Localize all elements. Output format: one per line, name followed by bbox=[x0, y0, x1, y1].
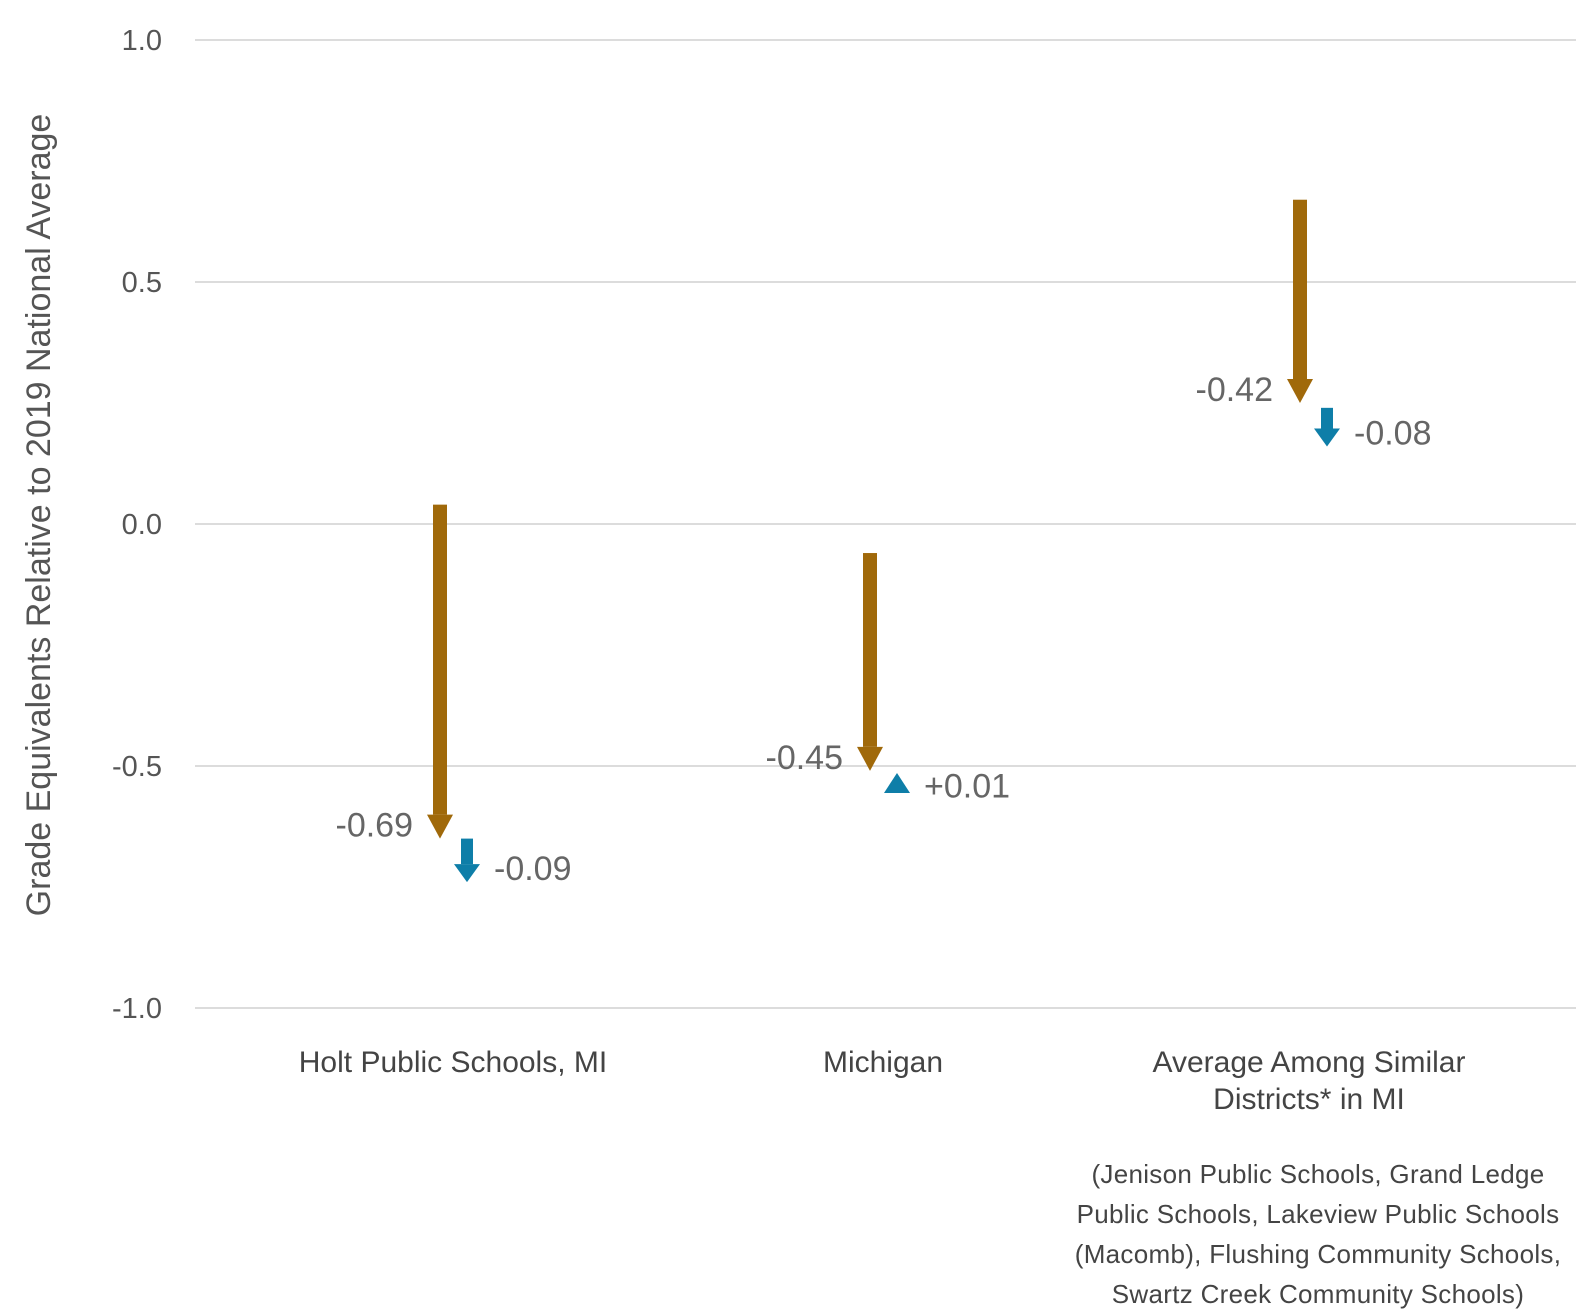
y-tick-label: 0.0 bbox=[122, 509, 162, 541]
arrow-head bbox=[427, 814, 453, 839]
category-note: (Jenison Public Schools, Grand Ledge Publ… bbox=[1075, 1159, 1561, 1309]
data-label: +0.01 bbox=[924, 767, 1010, 805]
arrow-mark bbox=[454, 838, 480, 883]
y-tick-label: 1.0 bbox=[122, 25, 162, 57]
y-tick-label: 0.5 bbox=[122, 267, 162, 299]
note-line: Swartz Creek Community Schools) bbox=[1112, 1279, 1524, 1309]
arrow-head bbox=[454, 864, 480, 883]
note-line: (Jenison Public Schools, Grand Ledge bbox=[1091, 1159, 1544, 1189]
data-label: -0.69 bbox=[336, 807, 414, 845]
arrow-mark bbox=[1287, 199, 1313, 403]
arrow-shaft bbox=[863, 553, 877, 747]
data-label: -0.45 bbox=[766, 739, 844, 777]
arrow-head bbox=[1314, 428, 1340, 447]
category-label: Average Among Similar bbox=[1153, 1046, 1466, 1079]
arrow-shaft bbox=[461, 838, 473, 865]
arrow-mark bbox=[857, 553, 883, 771]
arrow-shaft bbox=[1321, 407, 1333, 429]
data-label: -0.42 bbox=[1196, 371, 1274, 409]
note-line: (Macomb), Flushing Community Schools, bbox=[1075, 1239, 1561, 1269]
y-axis-title-group: Grade Equivalents Relative to 2019 Natio… bbox=[20, 114, 58, 917]
arrow-head bbox=[884, 772, 910, 793]
arrow-mark bbox=[884, 772, 910, 793]
data-label: -0.09 bbox=[494, 850, 572, 888]
arrow-shaft bbox=[433, 504, 447, 815]
y-tick-label: -1.0 bbox=[112, 993, 162, 1025]
gridlines bbox=[195, 39, 1576, 1009]
arrow-head bbox=[857, 746, 883, 771]
arrow-mark bbox=[1314, 407, 1340, 447]
arrow-mark bbox=[427, 504, 453, 839]
arrow-marks: -0.69 -0.45 -0.42 -0.09 +0.01 -0.08 bbox=[336, 199, 1432, 888]
y-axis-title: Grade Equivalents Relative to 2019 Natio… bbox=[20, 114, 58, 917]
data-label: -0.08 bbox=[1354, 415, 1432, 453]
category-label: Holt Public Schools, MI bbox=[299, 1046, 607, 1079]
category-label: Districts* in MI bbox=[1213, 1083, 1405, 1116]
arrow-head bbox=[1287, 379, 1313, 403]
arrow-shaft bbox=[1293, 199, 1307, 379]
note-line: Public Schools, Lakeview Public Schools bbox=[1077, 1199, 1560, 1229]
y-axis-ticks: 1.0 0.5 0.0 -0.5 -1.0 bbox=[112, 25, 162, 1025]
y-tick-label: -0.5 bbox=[112, 751, 162, 783]
x-axis-categories: Holt Public Schools, MI Michigan Average A… bbox=[299, 1046, 1466, 1116]
category-label: Michigan bbox=[823, 1046, 943, 1079]
